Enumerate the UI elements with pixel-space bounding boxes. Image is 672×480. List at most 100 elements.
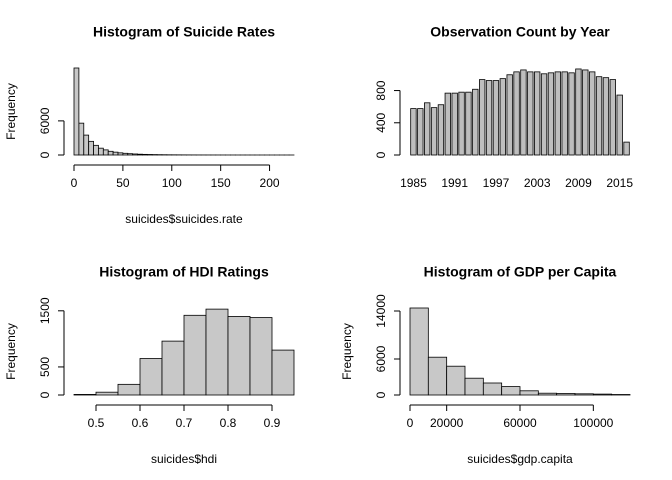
bar xyxy=(492,80,500,156)
x-tick-label: 2009 xyxy=(565,176,592,190)
bar xyxy=(249,317,273,396)
y-tick-label: 0 xyxy=(38,151,52,158)
bar xyxy=(93,144,99,156)
chart-title: Histogram of Suicide Rates xyxy=(93,24,275,40)
bar xyxy=(205,308,229,396)
bar xyxy=(616,94,623,156)
bar xyxy=(479,79,486,156)
bar xyxy=(501,386,521,396)
bar xyxy=(127,153,134,156)
x-tick-label: 1991 xyxy=(441,176,468,190)
bar xyxy=(561,71,568,156)
bar xyxy=(623,141,630,156)
bar xyxy=(458,91,465,156)
bar xyxy=(424,102,431,156)
bar xyxy=(446,365,466,396)
bar xyxy=(137,153,143,156)
bar xyxy=(592,393,613,396)
panel: Observation Count by Year 0 400 800 1985 1991… xyxy=(374,24,633,190)
bar xyxy=(540,73,548,156)
bar xyxy=(556,393,576,396)
bar xyxy=(537,392,558,396)
bar xyxy=(409,307,429,396)
y-tick-label: 6000 xyxy=(38,107,52,134)
bar xyxy=(574,393,594,396)
x-tick-label: 20000 xyxy=(430,416,464,430)
bar xyxy=(513,71,520,156)
bar xyxy=(554,71,561,156)
y-tick-label: 6000 xyxy=(374,345,388,372)
y-axis-label: Frequency xyxy=(4,83,18,140)
x-tick-label: 0.6 xyxy=(132,416,149,430)
bar xyxy=(547,72,555,156)
bar xyxy=(102,149,109,156)
y-axis-label: Frequency xyxy=(340,323,354,380)
bar xyxy=(73,67,80,156)
bar xyxy=(519,390,539,396)
x-tick-label: 2015 xyxy=(606,176,633,190)
bar xyxy=(444,92,451,156)
bar xyxy=(78,122,85,156)
chart-title: Observation Count by Year xyxy=(430,24,610,40)
x-tick-label: 1997 xyxy=(483,176,510,190)
bar xyxy=(410,108,417,156)
bar xyxy=(534,71,541,156)
bar xyxy=(161,340,185,396)
x-axis-label: suicides$suicides.rate xyxy=(125,212,243,226)
x-tick-label: 150 xyxy=(211,176,231,190)
bar xyxy=(482,382,503,396)
bar xyxy=(589,71,596,156)
bar xyxy=(582,69,589,156)
bar xyxy=(506,74,513,156)
bar xyxy=(568,72,575,156)
bar xyxy=(73,394,97,396)
bar xyxy=(227,316,251,396)
x-tick-label: 0.9 xyxy=(264,416,281,430)
x-axis-label: suicides$hdi xyxy=(151,452,217,466)
y-axis-label: Frequency xyxy=(4,323,18,380)
x-tick-label: 200 xyxy=(260,176,280,190)
x-tick-label: 0 xyxy=(71,176,78,190)
panel: Histogram of Suicide Rates suicides$suici… xyxy=(4,24,295,226)
y-tick-label: 0 xyxy=(374,151,388,158)
bar xyxy=(595,76,603,156)
x-tick-label: 0 xyxy=(407,416,414,430)
bar xyxy=(107,150,114,156)
x-tick-label: 0.5 xyxy=(88,416,105,430)
bar xyxy=(83,134,90,156)
x-tick-label: 0.8 xyxy=(220,416,237,430)
bar xyxy=(88,140,94,156)
bar xyxy=(139,358,163,396)
y-tick-label: 800 xyxy=(374,80,388,100)
chart-title: Histogram of GDP per Capita xyxy=(424,264,617,280)
y-tick-label: 0 xyxy=(38,391,52,398)
bar xyxy=(464,377,484,396)
y-tick-label: 500 xyxy=(38,357,52,377)
bar xyxy=(520,69,527,156)
bar xyxy=(427,356,448,396)
x-axis-label: suicides$gdp.capita xyxy=(467,452,573,466)
panel: Histogram of GDP per Capita suicides$gdp.… xyxy=(340,264,631,466)
x-tick-label: 60000 xyxy=(503,416,537,430)
x-tick-label: 50 xyxy=(116,176,130,190)
y-tick-label: 0 xyxy=(374,391,388,398)
bar xyxy=(575,68,582,156)
x-tick-label: 1985 xyxy=(400,176,427,190)
bar xyxy=(112,151,119,156)
x-tick-label: 100000 xyxy=(573,416,613,430)
bar xyxy=(527,71,534,156)
bar xyxy=(417,108,424,156)
bar xyxy=(451,92,458,156)
bar xyxy=(132,153,138,156)
bar xyxy=(472,88,479,156)
bar xyxy=(430,107,438,156)
bar xyxy=(98,147,104,156)
chart-title: Histogram of HDI Ratings xyxy=(99,264,269,280)
bar xyxy=(437,104,445,156)
x-tick-label: 0.7 xyxy=(176,416,193,430)
bar xyxy=(609,79,616,156)
bar xyxy=(499,78,506,156)
bar xyxy=(122,152,129,156)
y-tick-label: 1500 xyxy=(38,297,52,324)
y-tick-label: 14000 xyxy=(374,294,388,328)
